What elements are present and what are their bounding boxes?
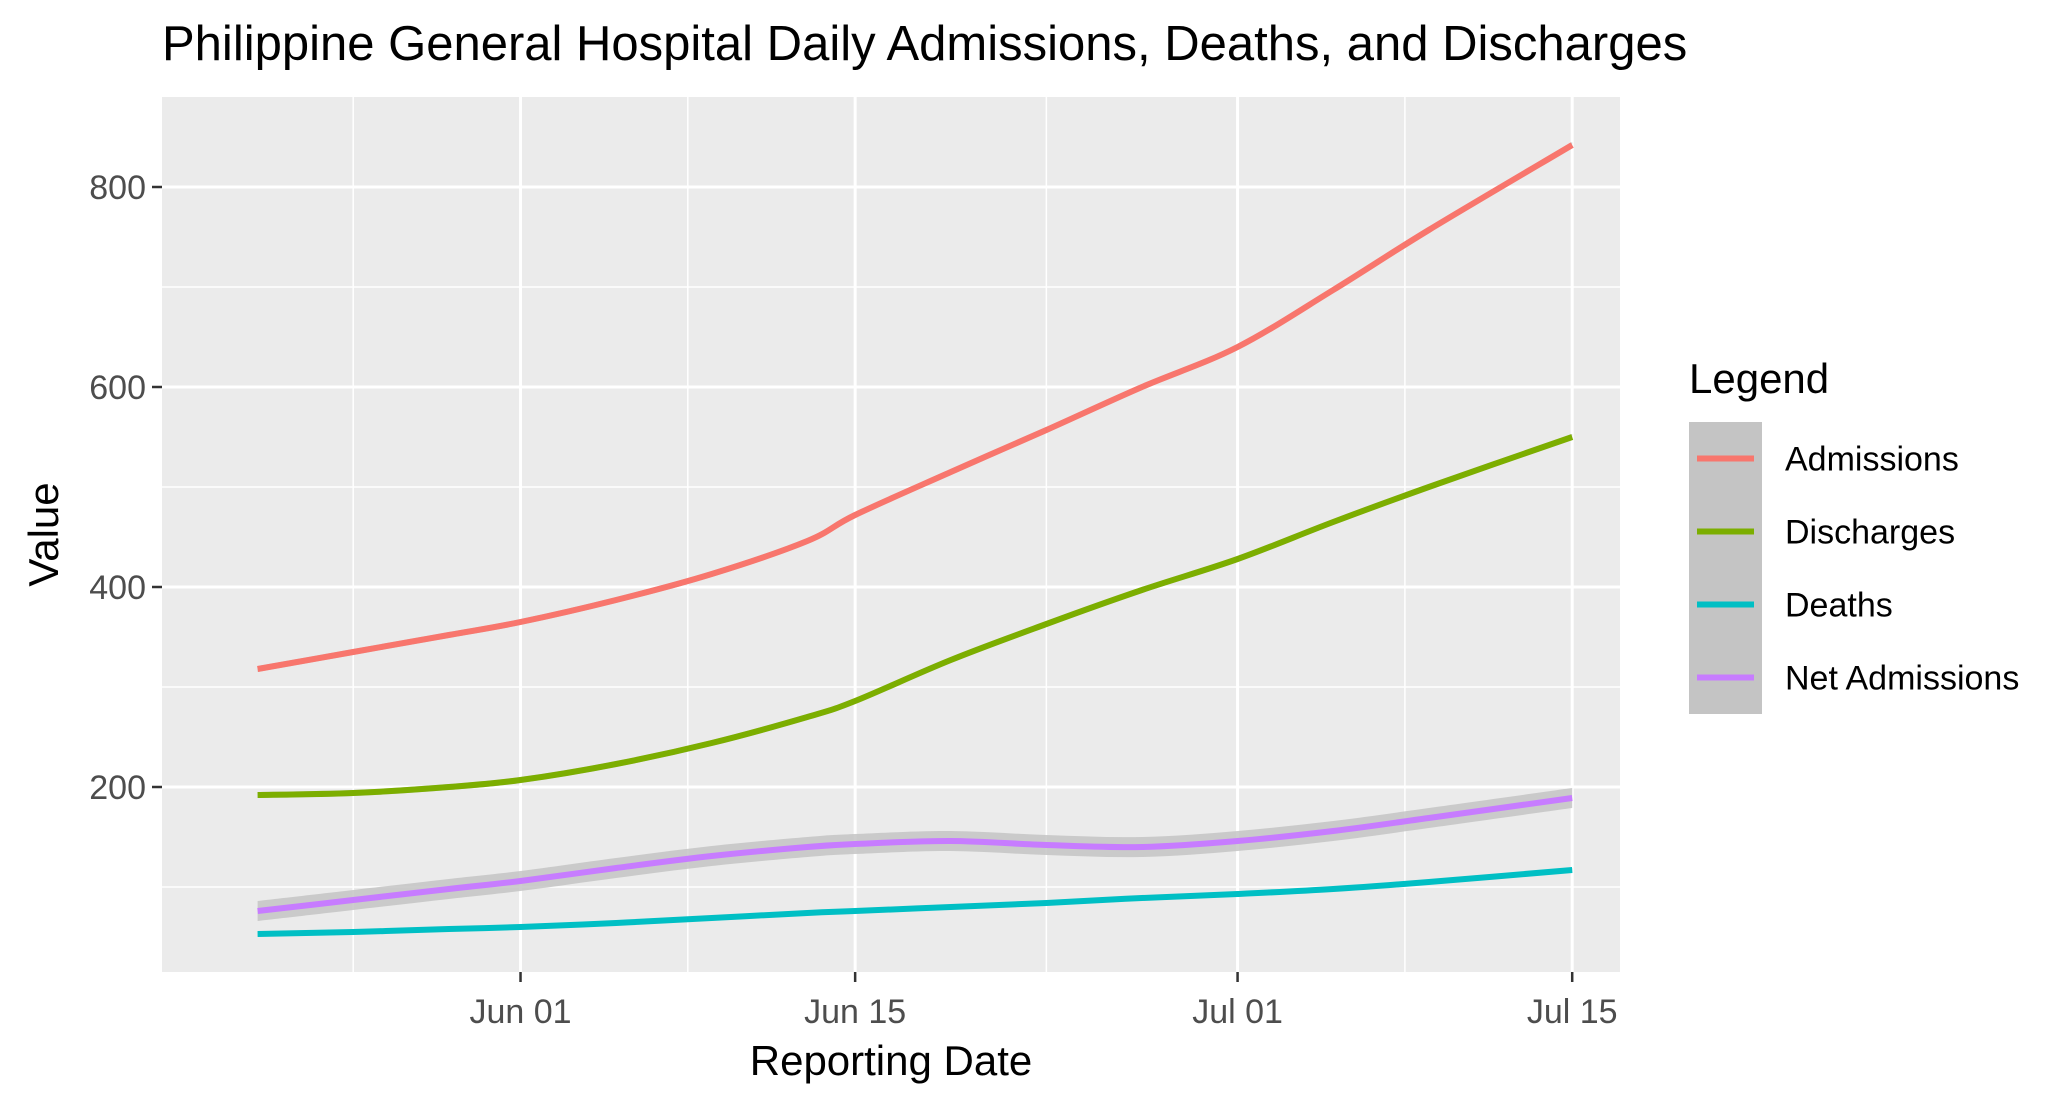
y-tick-label: 200 bbox=[89, 769, 146, 807]
discharges-line bbox=[257, 434, 1574, 798]
net-admissions-line bbox=[257, 795, 1573, 914]
x-axis-title: Reporting Date bbox=[750, 1037, 1033, 1084]
legend-item-admissions: Admissions bbox=[1697, 441, 1959, 479]
y-axis: 200 400 600 800 bbox=[89, 169, 162, 807]
admissions-line bbox=[257, 142, 1574, 672]
x-tick-label: Jun 01 bbox=[469, 993, 571, 1031]
y-tick-label: 600 bbox=[89, 369, 146, 407]
major-gridlines bbox=[162, 97, 1620, 972]
x-axis: Jun 01 Jun 15 Jul 01 Jul 15 bbox=[469, 972, 1618, 1031]
legend-keys-background bbox=[1689, 422, 1762, 714]
x-tick-label: Jul 15 bbox=[1527, 993, 1618, 1031]
legend-label-deaths: Deaths bbox=[1785, 587, 1893, 625]
legend-item-discharges: Discharges bbox=[1697, 514, 1955, 552]
series-lines bbox=[257, 142, 1574, 937]
y-tick-label: 800 bbox=[89, 169, 146, 207]
chart-title: Philippine General Hospital Daily Admiss… bbox=[162, 17, 1687, 71]
legend: Legend Admissions Discharges Deaths Net Adm… bbox=[1689, 355, 2019, 714]
legend-label-discharges: Discharges bbox=[1785, 514, 1955, 552]
x-tick-label: Jun 15 bbox=[804, 993, 906, 1031]
legend-title: Legend bbox=[1689, 355, 1829, 402]
legend-items: Admissions Discharges Deaths Net Admissions bbox=[1697, 441, 2019, 698]
y-axis-title: Value bbox=[20, 482, 67, 586]
deaths-line bbox=[257, 867, 1573, 937]
legend-item-net-admissions: Net Admissions bbox=[1697, 660, 2019, 698]
legend-item-deaths: Deaths bbox=[1697, 587, 1893, 625]
x-tick-label: Jul 01 bbox=[1192, 993, 1283, 1031]
y-tick-label: 400 bbox=[89, 569, 146, 607]
legend-label-admissions: Admissions bbox=[1785, 441, 1959, 479]
legend-label-net-admissions: Net Admissions bbox=[1785, 660, 2019, 698]
